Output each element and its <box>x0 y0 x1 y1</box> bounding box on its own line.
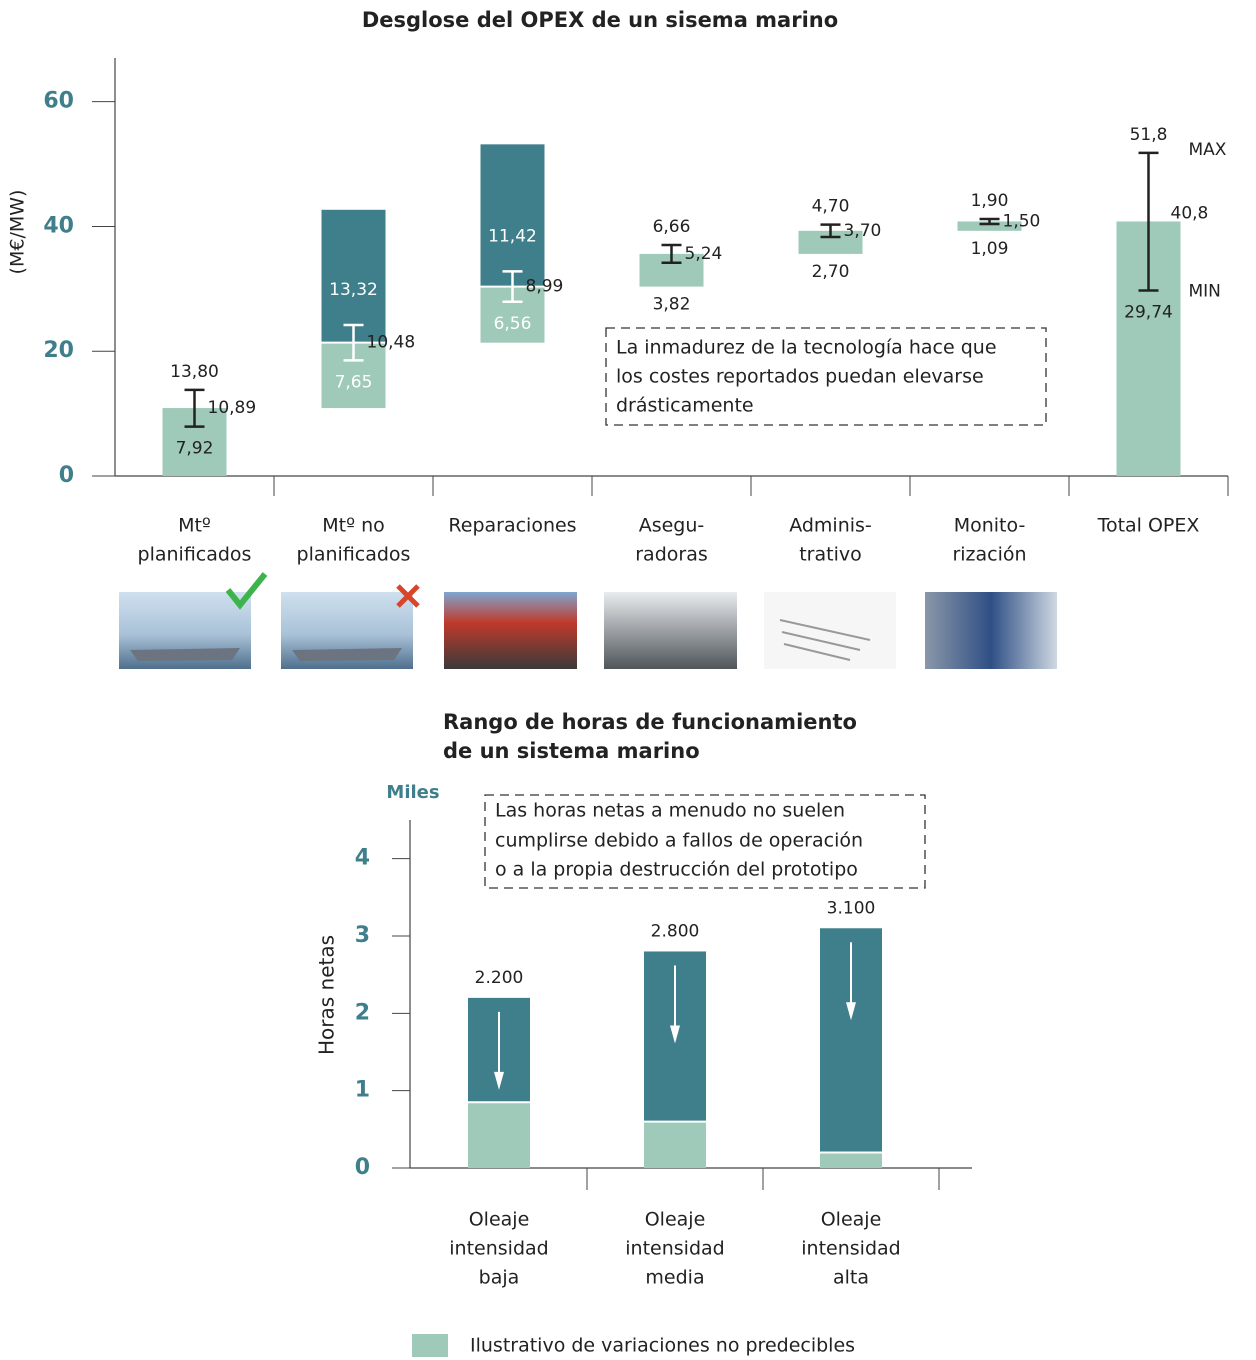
max-label: 1,90 <box>971 191 1009 211</box>
x-tick-label: Oleaje <box>469 1209 530 1231</box>
bar-extra <box>480 144 545 287</box>
max-label: 11,42 <box>488 226 537 246</box>
value-label: 8,99 <box>526 277 564 297</box>
annotation: o a la propia destrucción del prototipo <box>495 859 858 881</box>
x-tick-label: rización <box>952 544 1026 566</box>
chart-title: de un sistema marino <box>443 739 700 763</box>
x-tick-label: intensidad <box>625 1238 724 1260</box>
photo <box>444 592 577 669</box>
min-label: 7,92 <box>176 439 214 459</box>
value-label: 40,8 <box>1171 203 1209 223</box>
x-tick-label: radoras <box>635 544 708 566</box>
value-label: 1,50 <box>1003 211 1041 231</box>
total-label: 2.800 <box>651 921 700 941</box>
annotation: drásticamente <box>616 395 754 417</box>
min-label: 6,56 <box>494 314 532 334</box>
bar <box>957 221 1022 231</box>
y-tick-label: 20 <box>43 338 74 363</box>
annotation: cumplirse debido a fallos de operación <box>495 830 863 852</box>
annotation: La inmadurez de la tecnología hace que <box>616 337 997 359</box>
bar-segment <box>468 1102 530 1168</box>
max-label: 4,70 <box>812 197 850 217</box>
legend-label: Ilustrativo de variaciones no predecible… <box>470 1335 855 1357</box>
x-tick-label: intensidad <box>801 1238 900 1260</box>
bar-segment <box>644 1121 706 1168</box>
y-tick-label: 0 <box>59 463 74 488</box>
x-tick-label: alta <box>833 1267 869 1289</box>
arrow-head <box>670 1025 680 1044</box>
total-label: 2.200 <box>475 968 524 988</box>
ship <box>292 648 402 661</box>
annotation-box <box>605 327 1047 426</box>
x-tick-label: intensidad <box>449 1238 548 1260</box>
value-label: 10,89 <box>208 398 257 418</box>
annotation: Las horas netas a menudo no suelen <box>495 800 845 822</box>
y-unit: Miles <box>386 782 439 803</box>
x-tick-label: media <box>645 1267 704 1289</box>
x-tick-label: Oleaje <box>821 1209 882 1231</box>
y-tick-label: 40 <box>43 213 74 238</box>
max-label: 51,8 <box>1130 125 1168 145</box>
y-tick-label: 4 <box>355 846 370 871</box>
arrow-head <box>846 1002 856 1021</box>
y-axis-label: (M€/MW) <box>7 190 29 275</box>
y-tick-label: 1 <box>355 1078 370 1103</box>
x-tick-label: Mtº <box>178 515 211 537</box>
y-tick-label: 3 <box>355 923 370 948</box>
x-tick-label: baja <box>479 1267 520 1289</box>
x-tick-label: Asegu- <box>639 515 705 537</box>
check-icon <box>225 572 268 610</box>
bar-extra <box>321 209 386 343</box>
min-text: MIN <box>1189 281 1221 301</box>
min-label: 3,82 <box>653 295 691 315</box>
chart-title: Rango de horas de funcionamiento <box>443 710 857 734</box>
chart-title: Desglose del OPEX de un sisema marino <box>362 8 838 32</box>
min-label: 1,09 <box>971 239 1009 259</box>
max-label: 13,32 <box>329 280 378 300</box>
legend-swatch <box>412 1334 448 1357</box>
x-tick-label: planificados <box>138 544 252 566</box>
y-axis-label: Horas netas <box>315 935 339 1055</box>
min-label: 7,65 <box>335 372 373 392</box>
photo <box>925 592 1057 669</box>
bar <box>798 230 863 254</box>
x-tick-label: Mtº no <box>322 515 385 537</box>
max-label: 6,66 <box>653 217 691 237</box>
y-tick-label: 2 <box>355 1000 370 1025</box>
photos <box>119 572 1057 669</box>
ship <box>130 648 240 661</box>
value-label: 3,70 <box>844 221 882 241</box>
value-label: 10,48 <box>367 333 416 353</box>
x-tick-label: Adminis- <box>789 515 872 537</box>
min-label: 29,74 <box>1124 302 1173 322</box>
max-text: MAX <box>1189 140 1227 160</box>
photo <box>604 592 737 669</box>
cross-icon <box>396 584 420 608</box>
y-tick-label: 60 <box>43 89 74 114</box>
x-tick-label: Reparaciones <box>448 515 576 537</box>
bar-segment <box>820 1152 882 1168</box>
value-label: 5,24 <box>685 244 723 264</box>
annotation: los costes reportados puedan elevarse <box>616 366 984 388</box>
max-label: 13,80 <box>170 362 219 382</box>
x-tick-label: trativo <box>799 544 862 566</box>
document-lines <box>779 619 871 661</box>
x-tick-label: Oleaje <box>645 1209 706 1231</box>
y-tick-label: 0 <box>355 1155 370 1180</box>
arrow-head <box>494 1071 504 1090</box>
x-tick-label: planificados <box>297 544 411 566</box>
min-label: 2,70 <box>812 262 850 282</box>
annotation-box <box>484 794 926 889</box>
x-tick-label: Monito- <box>954 515 1026 537</box>
total-label: 3.100 <box>827 898 876 918</box>
x-tick-label: Total OPEX <box>1097 515 1200 537</box>
